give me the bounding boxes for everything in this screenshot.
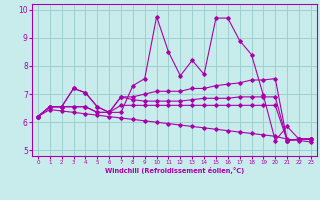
X-axis label: Windchill (Refroidissement éolien,°C): Windchill (Refroidissement éolien,°C) xyxy=(105,167,244,174)
